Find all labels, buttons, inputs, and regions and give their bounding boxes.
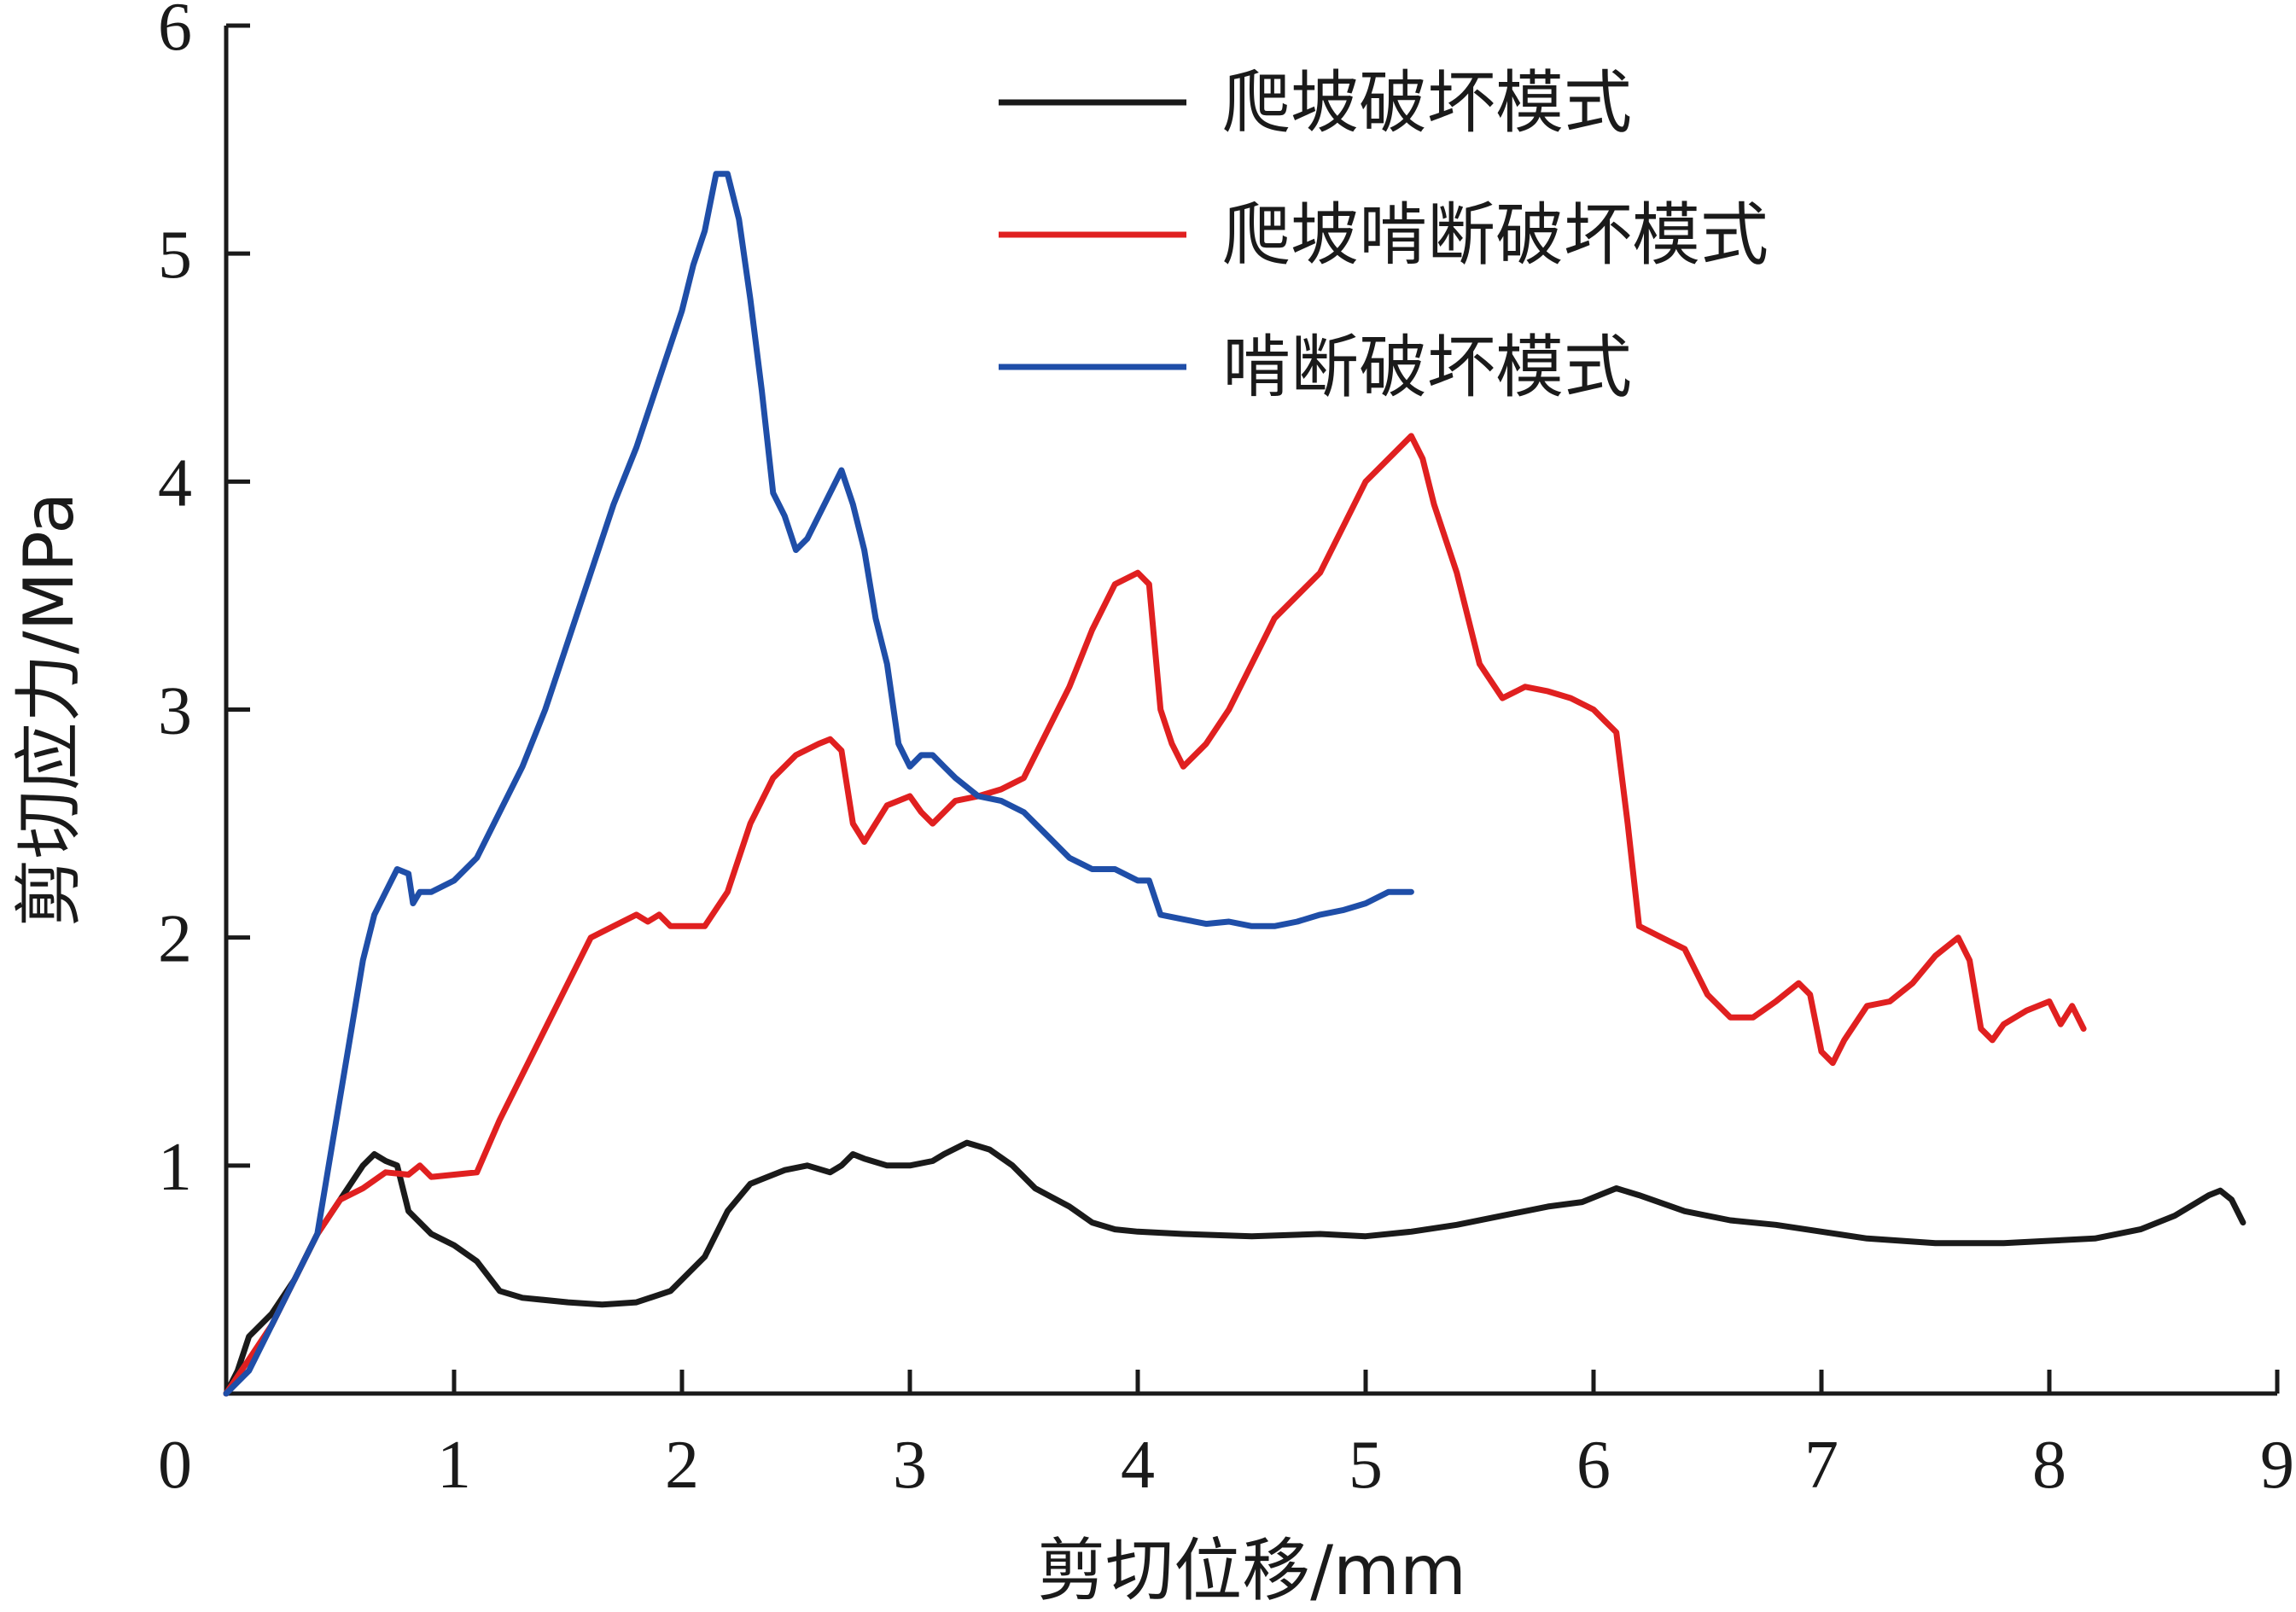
x-tick-label: 0: [158, 1428, 192, 1503]
y-tick-label: 3: [158, 674, 192, 749]
x-tick-label: 7: [1804, 1428, 1839, 1503]
x-tick-label: 8: [2032, 1428, 2066, 1503]
y-tick-label: 4: [158, 445, 192, 521]
x-axis-ticks: 0 1 2 3 4 5 6 7 8 9: [158, 1370, 2294, 1503]
x-tick-label: 9: [2260, 1428, 2294, 1503]
series-line-1: [223, 1139, 2246, 1397]
legend-label-2: 爬坡啃断破坏模式: [1222, 195, 1769, 275]
y-axis-ticks: 1 2 3 4 5 6: [158, 0, 250, 1205]
x-tick-label: 6: [1576, 1428, 1611, 1503]
y-tick-label: 6: [158, 0, 192, 65]
series-line-3: [223, 171, 1414, 1397]
x-tick-label: 2: [665, 1428, 699, 1503]
y-tick-label: 2: [158, 902, 192, 977]
x-axis-label: 剪切位移/mm: [1037, 1531, 1466, 1610]
x-tick-label: 5: [1349, 1428, 1383, 1503]
series-line-2: [223, 433, 2087, 1397]
legend-label-1: 爬坡破坏模式: [1222, 63, 1632, 143]
y-tick-label: 1: [158, 1130, 192, 1205]
x-tick-label: 1: [437, 1428, 471, 1503]
y-axis-label: 剪切应力/MPa: [9, 492, 89, 928]
x-tick-label: 3: [893, 1428, 927, 1503]
x-tick-label: 4: [1121, 1428, 1155, 1503]
series-layer: [223, 171, 2246, 1397]
y-tick-label: 5: [158, 218, 192, 293]
legend-label-3: 啃断破坏模式: [1222, 328, 1632, 407]
